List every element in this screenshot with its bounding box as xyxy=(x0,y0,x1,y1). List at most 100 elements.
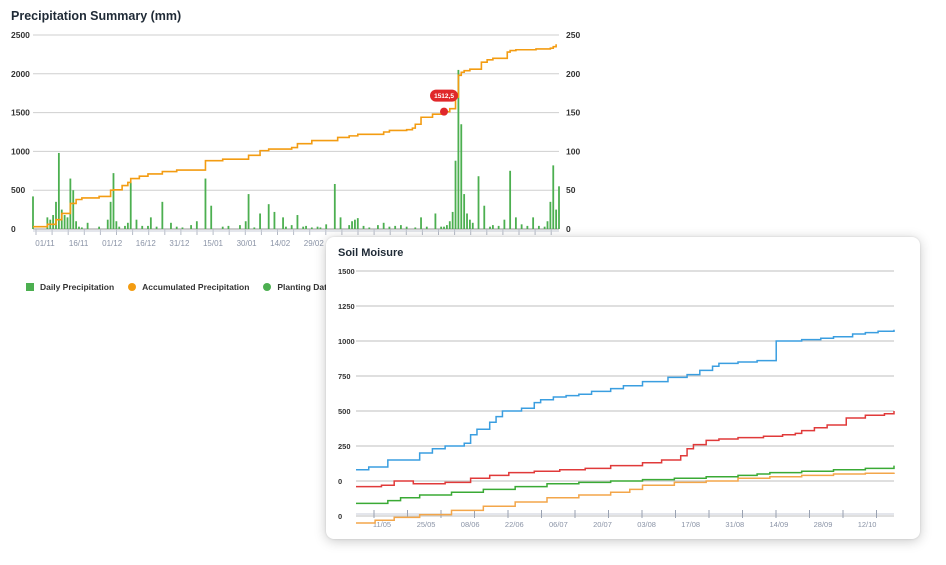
precipitation-bar xyxy=(497,225,500,229)
x-axis-tick-label: 31/12 xyxy=(169,239,190,248)
legend-item-accumulated-precipitation[interactable]: Accumulated Precipitation xyxy=(128,282,249,292)
precipitation-bar xyxy=(86,222,89,229)
precipitation-bar xyxy=(32,196,34,229)
precipitation-bar xyxy=(339,217,342,229)
precipitation-bar xyxy=(149,217,152,229)
precipitation-bar xyxy=(310,227,313,229)
left-axis-tick-label: 0 xyxy=(11,224,16,234)
y-axis-tick-label: 1000 xyxy=(338,337,355,346)
precipitation-bar xyxy=(66,217,69,229)
right-axis-tick-label: 150 xyxy=(566,108,580,118)
left-axis-tick-label: 2000 xyxy=(11,69,30,79)
legend-swatch-circle xyxy=(263,283,272,291)
x-axis-tick-label: 30/01 xyxy=(237,239,258,248)
precipitation-bar xyxy=(109,201,112,229)
precipitation-bar xyxy=(468,219,471,229)
precipitation-bar xyxy=(377,225,379,229)
precipitation-gridlines xyxy=(33,34,559,230)
right-axis-tick-label: 200 xyxy=(566,69,580,79)
precipitation-bar xyxy=(302,226,305,229)
precipitation-bar xyxy=(155,226,158,229)
precipitation-bar xyxy=(520,224,523,229)
precipitation-bar xyxy=(448,221,451,229)
left-axis-tick-label: 500 xyxy=(11,185,25,195)
x-axis-tick-label: 16/12 xyxy=(136,239,157,248)
accumulated-precipitation-line xyxy=(33,44,557,228)
left-axis-tick-label: 1000 xyxy=(11,146,30,156)
precipitation-bar xyxy=(204,178,207,229)
precipitation-bar xyxy=(290,225,293,229)
precipitation-bar xyxy=(75,221,78,229)
precipitation-bar xyxy=(52,215,55,229)
precipitation-bar xyxy=(483,205,486,229)
x-axis-tick-label: 31/08 xyxy=(725,520,744,529)
precipitation-bar xyxy=(227,225,230,229)
x-axis-tick-label: 06/07 xyxy=(549,520,568,529)
precipitation-bar xyxy=(463,194,466,229)
precipitation-bar xyxy=(72,190,75,229)
precipitation-bar xyxy=(195,221,198,229)
precipitation-bar xyxy=(316,226,319,229)
precipitation-bar xyxy=(210,205,213,229)
precipitation-bar xyxy=(124,225,126,229)
precipitation-bar xyxy=(425,226,428,229)
right-axis-tick-label: 0 xyxy=(566,224,571,234)
precipitation-bar xyxy=(161,201,164,229)
y-axis-tick-label: 500 xyxy=(338,407,351,416)
precipitation-bar xyxy=(296,215,299,229)
y-axis-tick-label: 0 xyxy=(338,477,342,486)
precipitation-bar xyxy=(351,221,353,229)
x-axis-tick-label: 15/01 xyxy=(203,239,224,248)
precipitation-bar xyxy=(126,222,129,229)
precipitation-bar xyxy=(354,219,356,229)
precipitation-bar xyxy=(549,201,552,229)
legend-item-daily-precipitation[interactable]: Daily Precipitation xyxy=(26,282,114,292)
precipitation-bar xyxy=(282,217,284,229)
left-axis-tick-label: 2500 xyxy=(11,30,30,40)
precipitation-bar xyxy=(253,227,256,229)
precipitation-bar xyxy=(434,213,437,229)
legend-label: Planting Date xyxy=(277,282,332,292)
soil-moisture-line xyxy=(356,329,895,471)
precipitation-bar xyxy=(405,226,408,229)
precipitation-bar xyxy=(175,226,178,229)
precipitation-bar xyxy=(477,176,480,229)
precipitation-bar xyxy=(440,226,443,229)
y-axis-tick-label: 1250 xyxy=(338,302,355,311)
x-axis-tick-label: 25/05 xyxy=(417,520,436,529)
soil-moisture-line xyxy=(356,411,895,488)
soil-gridlines xyxy=(356,270,894,517)
precipitation-bar xyxy=(319,227,322,229)
precipitation-bar xyxy=(78,226,80,229)
precipitation-bar xyxy=(141,225,144,229)
precipitation-bar xyxy=(118,226,121,229)
x-axis-tick-label: 12/10 xyxy=(858,520,877,529)
precipitation-bar xyxy=(443,226,445,229)
soil-moisture-chart-title: Soil Moisure xyxy=(338,247,404,259)
x-axis-tick-label: 14/02 xyxy=(270,239,291,248)
precipitation-bar xyxy=(368,227,371,229)
precipitation-bar xyxy=(333,183,336,229)
precipitation-bar xyxy=(80,227,83,229)
y-axis-tick-label: 250 xyxy=(338,442,351,451)
precipitation-bar xyxy=(460,124,463,229)
legend-swatch-circle xyxy=(128,283,137,291)
precipitation-bar xyxy=(420,217,422,229)
legend-swatch-square xyxy=(26,283,34,291)
precipitation-annotation[interactable]: 1512,5 xyxy=(430,89,459,116)
soil-moisture-series xyxy=(356,329,895,524)
soil-moisture-chart: 0 0 250 500 750 1000 1250 1500 11/05 25/05 08/06 22… xyxy=(338,267,895,529)
precipitation-bar xyxy=(382,222,385,229)
precipitation-bar xyxy=(546,221,549,229)
precipitation-bar xyxy=(239,225,241,229)
precipitation-bar xyxy=(129,182,132,229)
precipitation-bar xyxy=(170,222,172,229)
x-axis-tick-label: 17/08 xyxy=(681,520,700,529)
precipitation-bar xyxy=(98,226,101,229)
precipitation-bar xyxy=(247,194,250,229)
annotation-label: 1512,5 xyxy=(434,93,454,100)
precipitation-chart-title: Precipitation Summary (mm) xyxy=(11,9,182,23)
legend-item-planting-date[interactable]: Planting Date xyxy=(263,282,332,292)
precipitation-bar xyxy=(273,211,276,229)
precipitation-bar xyxy=(356,218,359,229)
